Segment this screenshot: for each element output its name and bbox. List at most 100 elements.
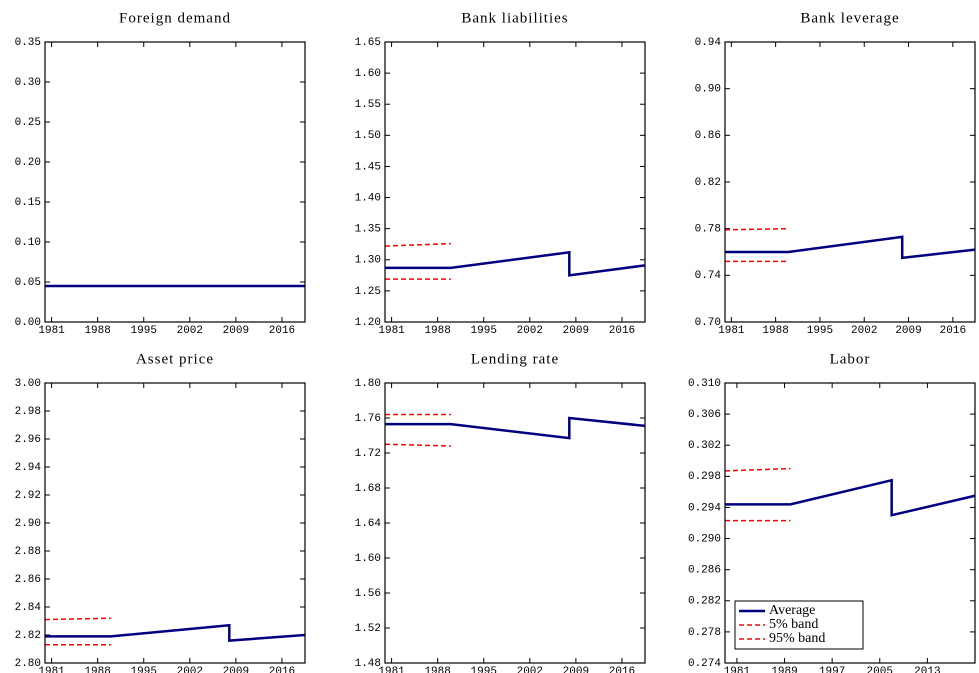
plot-frame bbox=[724, 382, 976, 664]
y-tick-label: 0.302 bbox=[688, 440, 721, 452]
x-tick-label: 1981 bbox=[378, 666, 405, 673]
y-tick-label: 1.20 bbox=[355, 317, 381, 329]
x-tick-label: 1997 bbox=[819, 666, 845, 673]
panel: Bank leverage 0.70 0.74 0.78 0.82 0.86 0.90 0.9… bbox=[695, 10, 976, 337]
x-tick-label: 2002 bbox=[517, 325, 543, 337]
y-tick-label: 2.90 bbox=[15, 518, 41, 530]
y-tick-label: 1.48 bbox=[355, 658, 381, 670]
x-tick-label: 1988 bbox=[84, 325, 110, 337]
x-tick-label: 1981 bbox=[38, 325, 65, 337]
y-tick-label: 0.86 bbox=[695, 130, 721, 142]
y-tick-label: 0.70 bbox=[695, 317, 721, 329]
y-tick-label: 1.35 bbox=[355, 224, 381, 236]
y-tick-label: 0.294 bbox=[688, 502, 721, 514]
y-tick-label: 1.56 bbox=[355, 588, 381, 600]
y-tick-label: 0.25 bbox=[15, 117, 41, 129]
x-tick-label: 1989 bbox=[771, 666, 797, 673]
y-tick-label: 2.84 bbox=[15, 602, 42, 614]
y-tick-label: 0.00 bbox=[15, 317, 41, 329]
panel-title: Foreign demand bbox=[119, 10, 231, 26]
series-line bbox=[724, 467, 791, 472]
series-line bbox=[724, 227, 789, 231]
y-tick-label: 0.82 bbox=[695, 177, 721, 189]
y-tick-label: 0.298 bbox=[688, 471, 721, 483]
y-tick-label: 0.306 bbox=[688, 409, 721, 421]
x-tick-label: 1981 bbox=[38, 666, 65, 673]
series-line bbox=[384, 242, 451, 247]
panel-title: Lending rate bbox=[471, 351, 559, 367]
y-tick-label: 2.88 bbox=[15, 546, 41, 558]
x-tick-label: 2009 bbox=[563, 666, 589, 673]
x-tick-label: 1995 bbox=[131, 666, 157, 673]
y-tick-label: 1.72 bbox=[355, 448, 381, 460]
y-tick-label: 1.50 bbox=[355, 130, 381, 142]
y-tick-label: 2.86 bbox=[15, 574, 41, 586]
x-tick-label: 2009 bbox=[563, 325, 589, 337]
x-tick-label: 1981 bbox=[724, 666, 751, 673]
series-line bbox=[385, 250, 646, 277]
y-tick-label: 1.60 bbox=[355, 553, 381, 565]
panel: Foreign demand 0.00 0.05 0.10 0.15 0.20 0.25 0.… bbox=[15, 10, 306, 337]
panel: Bank liabilities 1.20 1.25 1.30 1.35 1.40 1.45… bbox=[355, 10, 646, 337]
y-tick-label: 0.286 bbox=[688, 565, 721, 577]
y-tick-label: 2.82 bbox=[15, 630, 41, 642]
y-tick-label: 1.55 bbox=[355, 99, 381, 111]
y-tick-label: 2.80 bbox=[15, 658, 41, 670]
x-tick-label: 1995 bbox=[471, 666, 497, 673]
y-tick-label: 1.30 bbox=[355, 255, 381, 267]
x-tick-label: 2016 bbox=[269, 325, 295, 337]
y-tick-label: 0.20 bbox=[15, 157, 41, 169]
y-tick-label: 0.30 bbox=[15, 77, 41, 89]
y-tick-label: 0.310 bbox=[688, 378, 721, 390]
panel-title: Asset price bbox=[136, 351, 214, 367]
y-tick-label: 2.92 bbox=[15, 490, 41, 502]
x-tick-label: 1981 bbox=[718, 325, 745, 337]
y-tick-label: 0.35 bbox=[15, 37, 41, 49]
y-tick-label: 1.68 bbox=[355, 483, 381, 495]
plot-frame bbox=[384, 41, 646, 323]
legend-label: 95% band bbox=[769, 631, 825, 646]
x-tick-label: 2002 bbox=[517, 666, 543, 673]
x-tick-label: 1988 bbox=[424, 666, 450, 673]
y-tick-label: 0.274 bbox=[688, 658, 721, 670]
x-tick-label: 2013 bbox=[914, 666, 940, 673]
y-tick-label: 0.290 bbox=[688, 533, 721, 545]
y-tick-label: 0.05 bbox=[15, 277, 41, 289]
x-tick-label: 2009 bbox=[223, 325, 249, 337]
panel-title: Bank liabilities bbox=[461, 10, 568, 26]
y-tick-label: 1.65 bbox=[355, 37, 381, 49]
y-tick-label: 0.10 bbox=[15, 237, 41, 249]
y-tick-label: 0.74 bbox=[695, 270, 722, 282]
x-tick-label: 2005 bbox=[867, 666, 893, 673]
y-tick-label: 1.40 bbox=[355, 192, 381, 204]
x-tick-label: 2002 bbox=[177, 666, 203, 673]
series-line bbox=[44, 617, 111, 621]
x-tick-label: 1995 bbox=[471, 325, 497, 337]
y-tick-label: 0.94 bbox=[695, 37, 722, 49]
series-line bbox=[725, 478, 976, 517]
x-tick-label: 2016 bbox=[609, 666, 635, 673]
panel: Lending rate 1.48 1.52 1.56 1.60 1.64 1.68 1.72… bbox=[355, 351, 646, 673]
x-tick-label: 1995 bbox=[807, 325, 833, 337]
y-tick-label: 0.278 bbox=[688, 627, 721, 639]
x-tick-label: 2009 bbox=[223, 666, 249, 673]
panel: Asset price 2.80 2.82 2.84 2.86 2.88 2.90 2.92 2… bbox=[15, 351, 306, 673]
y-tick-label: 2.98 bbox=[15, 406, 41, 418]
y-tick-label: 1.76 bbox=[355, 413, 381, 425]
x-tick-label: 1988 bbox=[84, 666, 110, 673]
y-tick-label: 2.94 bbox=[15, 462, 42, 474]
x-tick-label: 2009 bbox=[895, 325, 921, 337]
x-tick-label: 2016 bbox=[940, 325, 966, 337]
legend-label: Average bbox=[769, 603, 815, 618]
plot-frame bbox=[724, 41, 976, 323]
plot-frame bbox=[44, 382, 306, 664]
x-tick-label: 2016 bbox=[609, 325, 635, 337]
panel-title: Labor bbox=[830, 351, 871, 367]
y-tick-label: 0.15 bbox=[15, 197, 41, 209]
y-tick-label: 2.96 bbox=[15, 434, 41, 446]
x-tick-label: 1981 bbox=[378, 325, 405, 337]
y-tick-label: 1.64 bbox=[355, 518, 382, 530]
y-tick-label: 3.00 bbox=[15, 378, 41, 390]
y-tick-label: 0.78 bbox=[695, 224, 721, 236]
